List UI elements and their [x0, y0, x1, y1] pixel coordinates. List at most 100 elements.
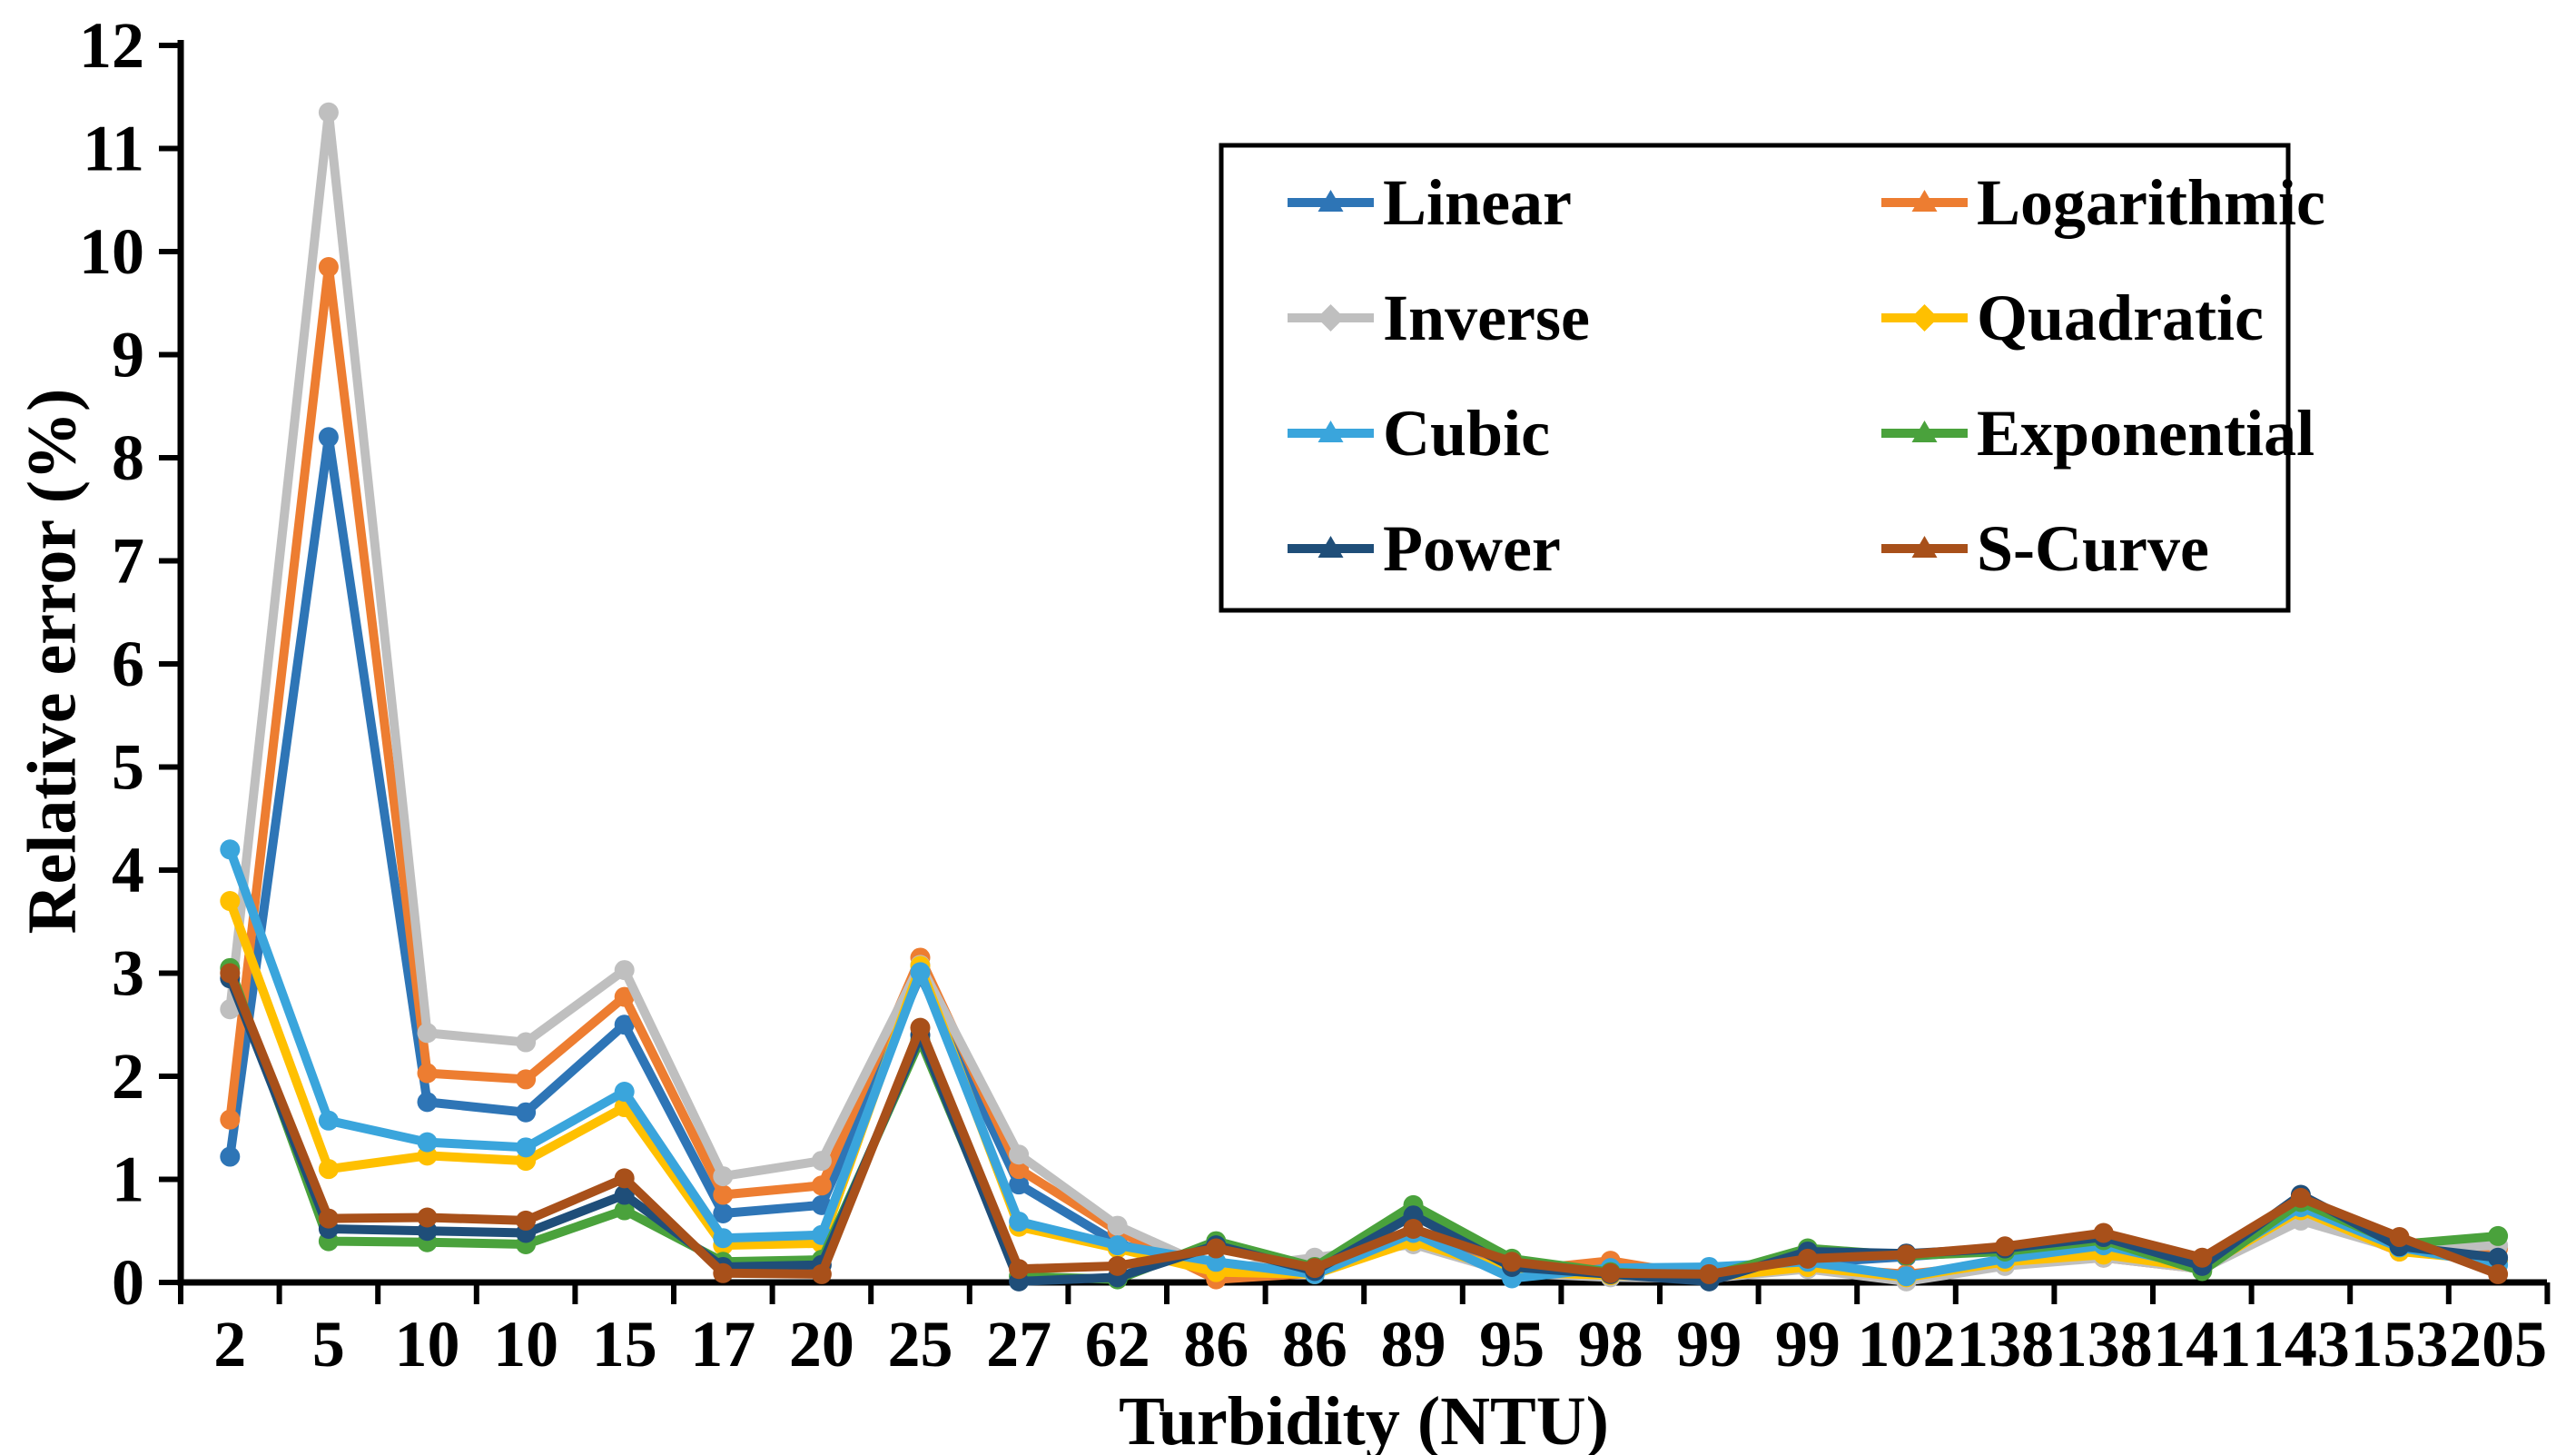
axes: [177, 40, 2547, 1286]
legend-triangle-icon: [1318, 536, 1344, 558]
legend-label: Power: [1383, 512, 1561, 585]
y-axis-title: Relative error (%): [14, 388, 91, 935]
y-tick-label: 5: [112, 731, 144, 804]
data-point-s-curve: [2192, 1247, 2213, 1268]
y-tick-label: 9: [112, 319, 144, 391]
data-point-logarithmic: [811, 1175, 832, 1196]
x-tick-label: 25: [888, 1308, 953, 1381]
data-point-inverse: [318, 102, 339, 123]
x-tick-label: 138: [2055, 1308, 2153, 1381]
x-tick-label: 205: [2449, 1308, 2547, 1381]
legend-item-s-curve: S-Curve: [1881, 512, 2209, 585]
data-point-linear: [417, 1092, 438, 1113]
legend-diamond-icon: [1317, 304, 1345, 332]
x-tick-label: 102: [1858, 1308, 1956, 1381]
data-point-s-curve: [1699, 1263, 1720, 1284]
x-tick-label: 20: [789, 1308, 854, 1381]
data-point-logarithmic: [318, 257, 339, 278]
data-point-exponential: [2488, 1225, 2509, 1246]
data-point-quadratic: [220, 891, 241, 912]
data-point-s-curve: [516, 1210, 537, 1231]
data-point-s-curve: [1403, 1218, 1424, 1239]
x-tick-label: 86: [1282, 1308, 1347, 1381]
data-point-power: [2488, 1247, 2509, 1268]
x-tick-label: 5: [312, 1308, 345, 1381]
series-line-power: [225, 974, 2503, 1286]
data-point-logarithmic: [1009, 1159, 1030, 1180]
series-line-s-curve: [225, 968, 2503, 1279]
data-point-inverse: [1107, 1215, 1128, 1236]
data-point-inverse: [417, 1023, 438, 1044]
x-axis-title: Turbidity (NTU): [1119, 1383, 1609, 1455]
data-point-logarithmic: [516, 1069, 537, 1090]
data-point-s-curve: [1600, 1262, 1621, 1283]
x-tick-label: 17: [690, 1308, 755, 1381]
y-tick-label: 11: [83, 113, 144, 185]
legend-triangle-icon: [1318, 421, 1344, 442]
data-point-s-curve: [318, 1208, 339, 1229]
x-tick-label: 89: [1381, 1308, 1446, 1381]
data-point-s-curve: [2290, 1187, 2311, 1208]
data-point-cubic: [220, 839, 241, 860]
x-tick-label: 62: [1085, 1308, 1150, 1381]
legend-item-cubic: Cubic: [1288, 397, 1550, 470]
data-point-cubic: [910, 962, 931, 983]
data-point-exponential: [614, 1200, 635, 1221]
data-point-s-curve: [417, 1207, 438, 1228]
data-point-logarithmic: [417, 1063, 438, 1084]
data-point-linear: [220, 1146, 241, 1167]
data-point-s-curve: [811, 1263, 832, 1284]
legend-triangle-icon: [1911, 536, 1938, 558]
data-point-inverse: [220, 999, 241, 1020]
x-tick-label: 15: [592, 1308, 657, 1381]
x-tick-label: 138: [1956, 1308, 2054, 1381]
data-point-cubic: [1896, 1266, 1917, 1287]
data-point-s-curve: [2093, 1222, 2114, 1243]
data-point-cubic: [417, 1132, 438, 1153]
y-tick-label: 6: [112, 628, 144, 700]
data-point-inverse: [713, 1166, 734, 1187]
data-point-s-curve: [1995, 1236, 2016, 1257]
legend-label: Exponential: [1977, 397, 2314, 470]
data-point-linear: [318, 427, 339, 448]
x-tick-label: 2: [213, 1308, 246, 1381]
data-point-s-curve: [614, 1168, 635, 1189]
data-point-logarithmic: [713, 1184, 734, 1205]
legend-label: Inverse: [1383, 282, 1590, 354]
data-point-s-curve: [220, 963, 241, 984]
legend-triangle-icon: [1318, 190, 1344, 212]
x-tick-label: 98: [1578, 1308, 1643, 1381]
legend-item-inverse: Inverse: [1288, 282, 1590, 354]
data-point-s-curve: [1009, 1259, 1030, 1280]
data-point-inverse: [1009, 1144, 1030, 1165]
data-point-s-curve: [2389, 1227, 2410, 1248]
y-tick-label: 2: [112, 1040, 144, 1113]
data-point-s-curve: [1107, 1255, 1128, 1276]
data-point-s-curve: [2488, 1263, 2509, 1284]
data-point-cubic: [516, 1137, 537, 1158]
x-tick-label: 99: [1775, 1308, 1841, 1381]
data-point-logarithmic: [220, 1109, 241, 1130]
x-tick-label: 141: [2153, 1308, 2251, 1381]
legend-label: Quadratic: [1977, 282, 2264, 354]
legend-label: Logarithmic: [1977, 166, 2325, 239]
data-point-inverse: [811, 1151, 832, 1172]
x-tick-label: 27: [986, 1308, 1051, 1381]
x-tick-label: 153: [2351, 1308, 2449, 1381]
legend-triangle-icon: [1911, 421, 1938, 442]
data-point-s-curve: [1797, 1248, 1818, 1269]
data-point-s-curve: [1304, 1258, 1325, 1279]
x-tick-label: 95: [1479, 1308, 1545, 1381]
data-point-cubic: [1009, 1212, 1030, 1232]
y-tick-label: 7: [112, 525, 144, 598]
data-point-s-curve: [713, 1262, 734, 1283]
data-point-linear: [614, 1015, 635, 1035]
legend-item-quadratic: Quadratic: [1881, 282, 2264, 354]
data-point-linear: [713, 1203, 734, 1223]
data-point-s-curve: [1896, 1244, 1917, 1265]
data-point-linear: [516, 1102, 537, 1123]
x-tick-label: 99: [1676, 1308, 1742, 1381]
legend-diamond-icon: [1910, 304, 1939, 332]
